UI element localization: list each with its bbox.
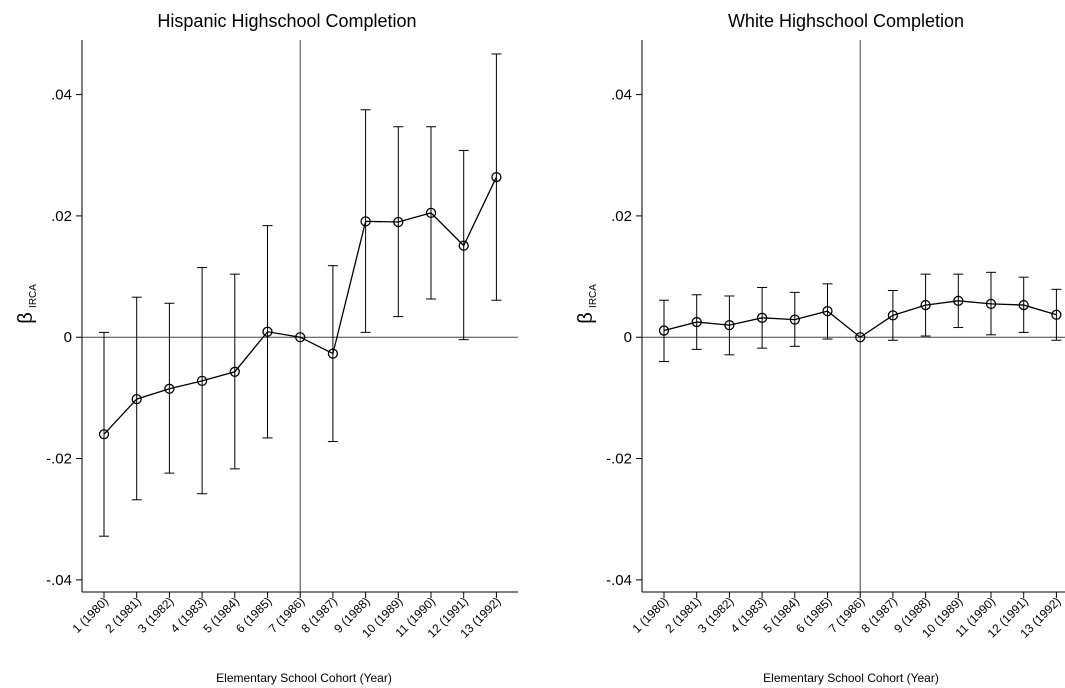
data-point <box>658 325 670 336</box>
data-point <box>724 319 735 331</box>
chart-title: White Highschool Completion <box>728 11 964 31</box>
y-axis-title-subscript: IRCA <box>588 284 599 308</box>
data-point <box>425 207 437 219</box>
y-tick-label: -.04 <box>46 572 72 589</box>
y-tick-label: -.02 <box>606 451 632 468</box>
data-point <box>393 216 404 228</box>
data-point <box>985 298 997 310</box>
y-tick-label: .02 <box>611 208 632 225</box>
y-tick-label: 0 <box>624 329 632 346</box>
y-tick-label: -.04 <box>606 572 632 589</box>
x-axis-title: Elementary School Cohort (Year) <box>763 671 939 685</box>
data-point <box>789 314 800 325</box>
data-point <box>855 332 866 343</box>
data-point <box>229 366 240 377</box>
data-point <box>953 295 964 306</box>
data-point <box>327 348 339 359</box>
y-tick-label: .04 <box>51 87 72 104</box>
y-axis-title: β <box>15 312 37 324</box>
data-point <box>491 171 502 183</box>
data-point <box>262 326 273 337</box>
data-point <box>822 305 833 317</box>
data-point <box>360 216 371 227</box>
data-point <box>887 310 899 321</box>
chart-panel-2: White Highschool Completion -.04 -.02 0 .02.… <box>575 11 1065 685</box>
y-tick-label: .02 <box>51 208 72 225</box>
y-axis-title: β <box>575 312 597 324</box>
data-point <box>196 375 208 387</box>
y-axis-title-subscript: IRCA <box>28 284 39 308</box>
data-point <box>920 299 931 311</box>
chart-panel-1: Hispanic Highschool Completion -.04 -.02 0.… <box>15 11 518 685</box>
data-point <box>756 312 768 323</box>
data-point <box>164 383 175 394</box>
chart-title: Hispanic Highschool Completion <box>157 11 416 31</box>
data-point <box>691 316 702 328</box>
y-tick-label: 0 <box>64 329 72 346</box>
y-tick-label: .04 <box>611 87 632 104</box>
data-point <box>1051 309 1062 320</box>
data-point <box>295 332 306 343</box>
series-line <box>103 176 497 435</box>
y-tick-label: -.02 <box>46 451 72 468</box>
data-point <box>98 429 110 440</box>
data-point <box>1018 299 1029 311</box>
x-axis-title: Elementary School Cohort (Year) <box>216 671 392 685</box>
data-point <box>131 393 142 405</box>
series-line <box>663 300 1057 339</box>
data-point <box>458 240 469 251</box>
